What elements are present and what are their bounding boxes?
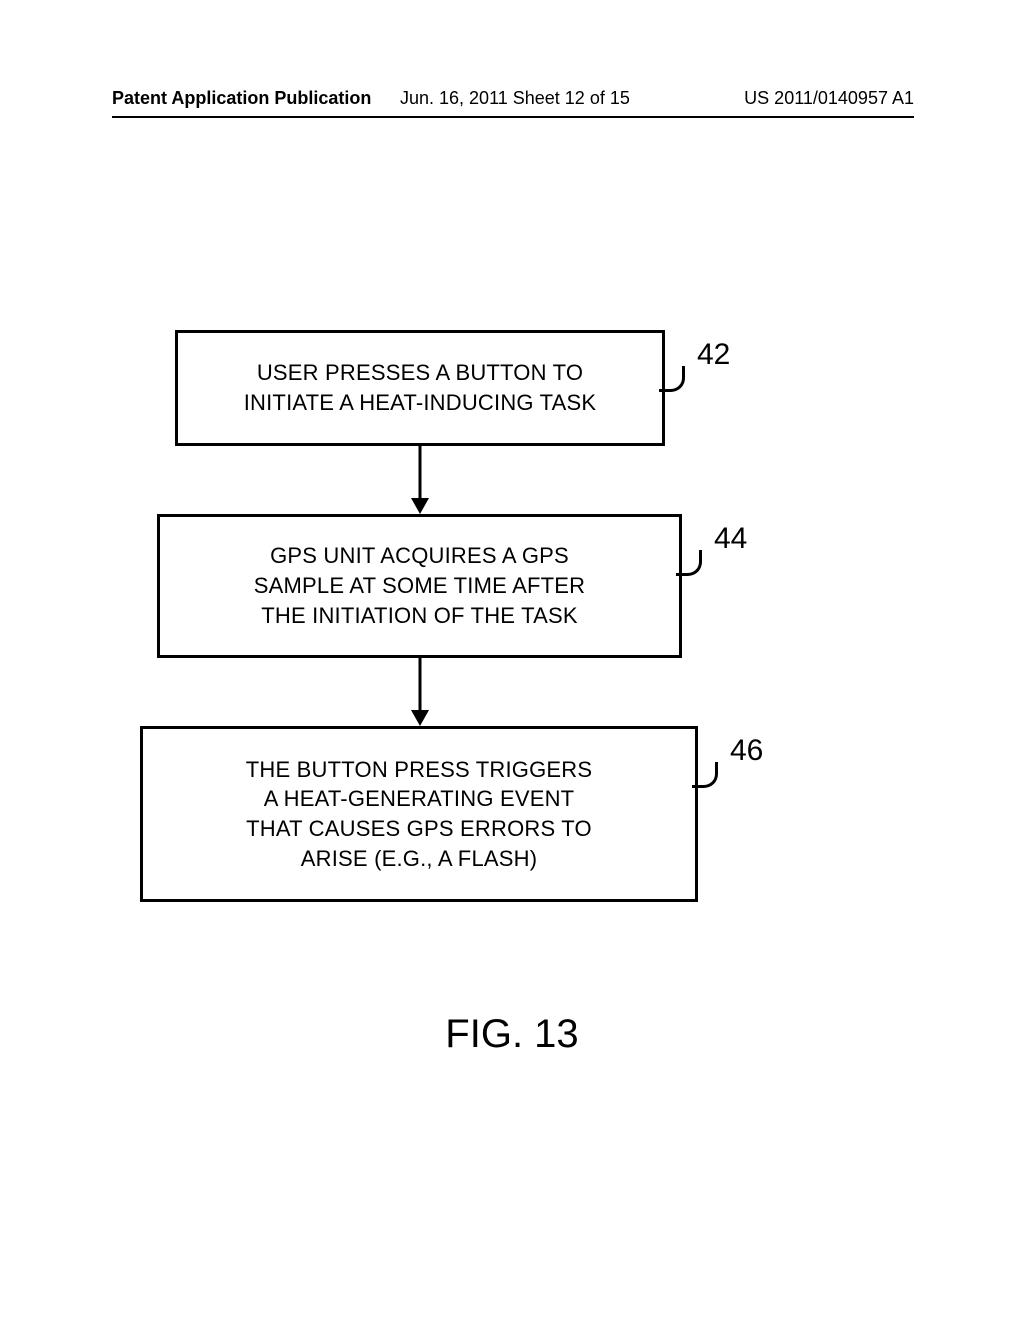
- ref-label-42: 42: [697, 338, 730, 372]
- flow-box-2: GPS UNIT ACQUIRES A GPSSAMPLE AT SOME TI…: [157, 514, 682, 658]
- arrow-head-2: [411, 710, 429, 726]
- ref-label-46: 46: [730, 734, 763, 768]
- ref-tick-42: [659, 366, 685, 392]
- header-center: Jun. 16, 2011 Sheet 12 of 15: [400, 88, 630, 109]
- ref-label-44: 44: [714, 522, 747, 556]
- flow-box-3: THE BUTTON PRESS TRIGGERSA HEAT-GENERATI…: [140, 726, 698, 902]
- header-left: Patent Application Publication: [112, 88, 371, 109]
- ref-tick-46: [692, 762, 718, 788]
- arrow-shaft-2: [418, 658, 421, 712]
- header-right: US 2011/0140957 A1: [744, 88, 914, 109]
- arrow-head-1: [411, 498, 429, 514]
- header-rule: [112, 116, 914, 118]
- page: Patent Application Publication Jun. 16, …: [0, 0, 1024, 1320]
- flow-box-1: USER PRESSES A BUTTON TOINITIATE A HEAT-…: [175, 330, 665, 446]
- arrow-shaft-1: [419, 446, 422, 500]
- ref-tick-44: [676, 550, 702, 576]
- figure-caption: FIG. 13: [0, 1012, 1024, 1057]
